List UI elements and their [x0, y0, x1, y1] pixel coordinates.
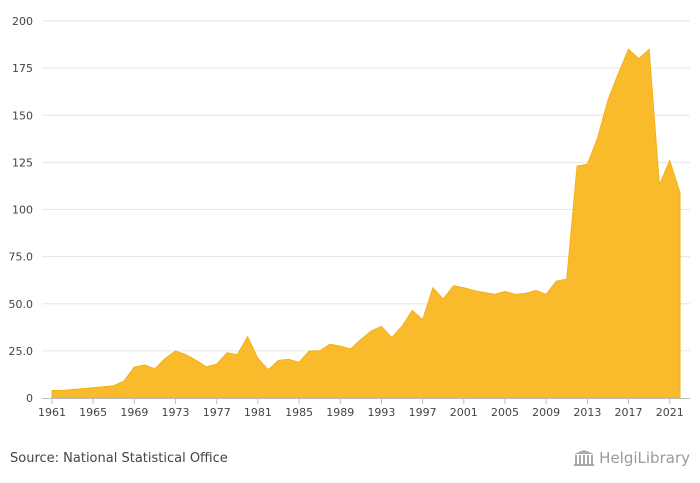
x-tick-label: 2009 [532, 406, 560, 419]
y-tick-label: 75.0 [9, 251, 34, 264]
y-axis-ticks: 0 25.0 50.0 75.0 100 125 150 175 200 [9, 15, 34, 405]
x-tick-label: 1981 [244, 406, 272, 419]
y-tick-label: 125 [12, 156, 33, 169]
series-area [51, 48, 681, 399]
grid-lines [42, 20, 690, 352]
y-tick-label: 25.0 [9, 345, 34, 358]
x-axis-ticks: 1961 1965 1969 1973 1977 1981 1985 1989 1993 1997… [38, 398, 684, 419]
x-tick-label: 1977 [203, 406, 231, 419]
y-tick-label: 100 [12, 204, 33, 217]
y-tick-label: 175 [12, 62, 33, 75]
y-tick-label: 150 [12, 109, 33, 122]
x-tick-label: 1985 [285, 406, 313, 419]
x-tick-label: 2005 [491, 406, 519, 419]
x-tick-label: 1973 [162, 406, 190, 419]
data-area [51, 48, 681, 399]
x-tick-label: 1961 [38, 406, 66, 419]
x-tick-label: 2001 [450, 406, 478, 419]
y-tick-label: 50.0 [9, 298, 34, 311]
x-tick-label: 2021 [656, 406, 684, 419]
brand-name: HelgiLibrary [599, 449, 690, 467]
x-tick-label: 1993 [367, 406, 395, 419]
x-tick-label: 1965 [79, 406, 107, 419]
x-tick-label: 1997 [409, 406, 437, 419]
y-tick-label: 0 [26, 392, 33, 405]
x-tick-label: 1969 [120, 406, 148, 419]
x-tick-label: 1989 [326, 406, 354, 419]
library-columns-icon [573, 449, 595, 467]
x-tick-label: 2017 [615, 406, 643, 419]
brand-logo: HelgiLibrary [573, 449, 690, 467]
x-tick-label: 2013 [573, 406, 601, 419]
source-note: Source: National Statistical Office [10, 451, 228, 466]
y-tick-label: 200 [12, 15, 33, 28]
